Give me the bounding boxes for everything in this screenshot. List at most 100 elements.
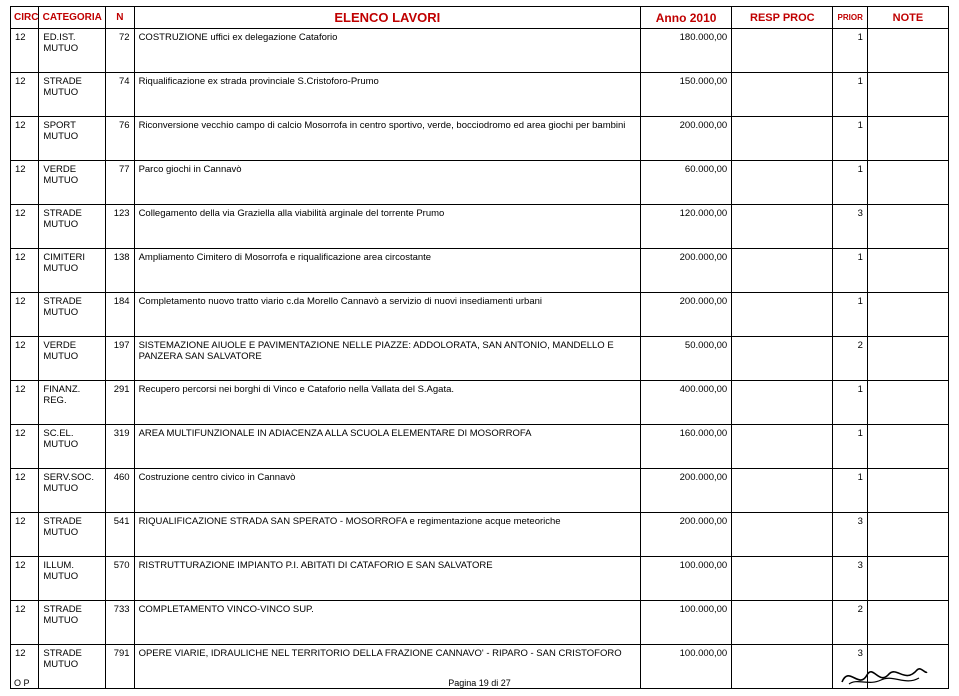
cell-elenco: AREA MULTIFUNZIONALE IN ADIACENZA ALLA S… [134, 425, 640, 469]
cell-elenco: COSTRUZIONE uffici ex delegazione Catafo… [134, 29, 640, 73]
table-row: 12STRADE MUTUO74Riqualificazione ex stra… [11, 73, 949, 117]
signature-icon [839, 660, 929, 690]
cell-anno: 160.000,00 [641, 425, 732, 469]
header-n: N [106, 7, 134, 29]
cell-anno: 100.000,00 [641, 557, 732, 601]
cell-categoria: VERDE MUTUO [39, 161, 106, 205]
cell-anno: 120.000,00 [641, 205, 732, 249]
works-table: CIRC CATEGORIA N ELENCO LAVORI Anno 2010… [10, 6, 949, 689]
cell-n: 460 [106, 469, 134, 513]
cell-resp [732, 73, 833, 117]
cell-circ: 12 [11, 161, 39, 205]
cell-circ: 12 [11, 381, 39, 425]
table-row: 12STRADE MUTUO184Completamento nuovo tra… [11, 293, 949, 337]
cell-categoria: STRADE MUTUO [39, 73, 106, 117]
cell-note [867, 117, 948, 161]
cell-elenco: Completamento nuovo tratto viario c.da M… [134, 293, 640, 337]
cell-anno: 400.000,00 [641, 381, 732, 425]
table-row: 12SC.EL. MUTUO319AREA MULTIFUNZIONALE IN… [11, 425, 949, 469]
cell-resp [732, 293, 833, 337]
cell-anno: 200.000,00 [641, 469, 732, 513]
cell-elenco: Ampliamento Cimitero di Mosorrofa e riqu… [134, 249, 640, 293]
cell-prior: 3 [833, 557, 867, 601]
cell-circ: 12 [11, 249, 39, 293]
cell-resp [732, 337, 833, 381]
cell-prior: 1 [833, 249, 867, 293]
cell-anno: 200.000,00 [641, 293, 732, 337]
cell-resp [732, 513, 833, 557]
cell-categoria: STRADE MUTUO [39, 645, 106, 689]
cell-circ: 12 [11, 557, 39, 601]
table-row: 12CIMITERI MUTUO138Ampliamento Cimitero … [11, 249, 949, 293]
cell-resp [732, 381, 833, 425]
cell-resp [732, 557, 833, 601]
header-resp: RESP PROC [732, 7, 833, 29]
cell-note [867, 205, 948, 249]
cell-anno: 100.000,00 [641, 601, 732, 645]
cell-note [867, 469, 948, 513]
table-row: 12STRADE MUTUO733COMPLETAMENTO VINCO-VIN… [11, 601, 949, 645]
cell-note [867, 29, 948, 73]
header-elenco: ELENCO LAVORI [134, 7, 640, 29]
footer-page-number: Pagina 19 di 27 [448, 678, 511, 688]
cell-circ: 12 [11, 337, 39, 381]
footer-left: O P [14, 678, 30, 688]
cell-categoria: ILLUM. MUTUO [39, 557, 106, 601]
cell-note [867, 249, 948, 293]
cell-circ: 12 [11, 205, 39, 249]
header-prior: PRIOR [833, 7, 867, 29]
table-row: 12VERDE MUTUO197SISTEMAZIONE AIUOLE E PA… [11, 337, 949, 381]
cell-n: 291 [106, 381, 134, 425]
cell-categoria: CIMITERI MUTUO [39, 249, 106, 293]
cell-elenco: COMPLETAMENTO VINCO-VINCO SUP. [134, 601, 640, 645]
header-note: NOTE [867, 7, 948, 29]
cell-elenco: Parco giochi in Cannavò [134, 161, 640, 205]
table-row: 12STRADE MUTUO541RIQUALIFICAZIONE STRADA… [11, 513, 949, 557]
table-row: 12VERDE MUTUO77Parco giochi in Cannavò60… [11, 161, 949, 205]
header-anno: Anno 2010 [641, 7, 732, 29]
cell-anno: 200.000,00 [641, 249, 732, 293]
cell-note [867, 293, 948, 337]
cell-n: 123 [106, 205, 134, 249]
cell-anno: 150.000,00 [641, 73, 732, 117]
cell-note [867, 513, 948, 557]
cell-resp [732, 601, 833, 645]
cell-elenco: RIQUALIFICAZIONE STRADA SAN SPERATO - MO… [134, 513, 640, 557]
cell-anno: 60.000,00 [641, 161, 732, 205]
cell-anno: 100.000,00 [641, 645, 732, 689]
cell-circ: 12 [11, 425, 39, 469]
cell-circ: 12 [11, 29, 39, 73]
cell-categoria: STRADE MUTUO [39, 601, 106, 645]
cell-anno: 50.000,00 [641, 337, 732, 381]
table-body: 12ED.IST. MUTUO72COSTRUZIONE uffici ex d… [11, 29, 949, 689]
cell-note [867, 337, 948, 381]
cell-n: 541 [106, 513, 134, 557]
cell-resp [732, 645, 833, 689]
cell-anno: 180.000,00 [641, 29, 732, 73]
cell-elenco: Riconversione vecchio campo di calcio Mo… [134, 117, 640, 161]
cell-elenco: SISTEMAZIONE AIUOLE E PAVIMENTAZIONE NEL… [134, 337, 640, 381]
cell-circ: 12 [11, 73, 39, 117]
cell-prior: 1 [833, 381, 867, 425]
cell-categoria: SERV.SOC. MUTUO [39, 469, 106, 513]
cell-anno: 200.000,00 [641, 117, 732, 161]
cell-note [867, 425, 948, 469]
cell-prior: 1 [833, 293, 867, 337]
header-categoria: CATEGORIA [39, 7, 106, 29]
cell-anno: 200.000,00 [641, 513, 732, 557]
cell-prior: 1 [833, 469, 867, 513]
cell-n: 570 [106, 557, 134, 601]
cell-categoria: STRADE MUTUO [39, 513, 106, 557]
cell-categoria: SC.EL. MUTUO [39, 425, 106, 469]
cell-prior: 1 [833, 73, 867, 117]
cell-n: 197 [106, 337, 134, 381]
cell-note [867, 557, 948, 601]
cell-elenco: Riqualificazione ex strada provinciale S… [134, 73, 640, 117]
cell-prior: 3 [833, 513, 867, 557]
cell-n: 74 [106, 73, 134, 117]
cell-categoria: FINANZ. REG. [39, 381, 106, 425]
cell-circ: 12 [11, 293, 39, 337]
table-row: 12ILLUM. MUTUO570RISTRUTTURAZIONE IMPIAN… [11, 557, 949, 601]
table-row: 12SPORT MUTUO76Riconversione vecchio cam… [11, 117, 949, 161]
cell-n: 76 [106, 117, 134, 161]
